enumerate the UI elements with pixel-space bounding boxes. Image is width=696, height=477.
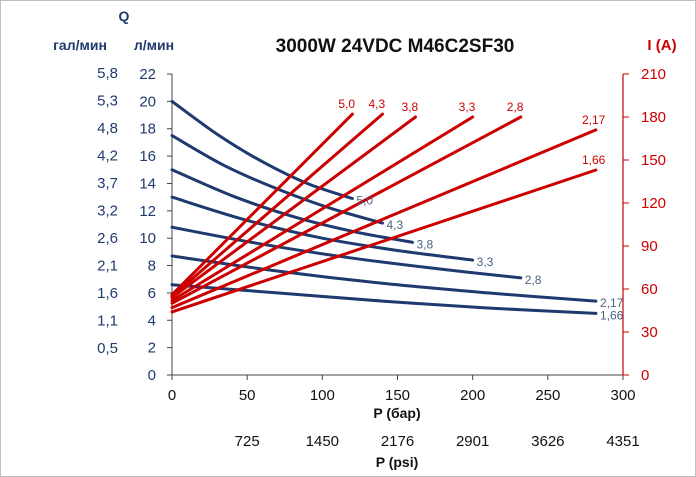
series-labels: 5,04,33,83,32,82,171,665,0 4,3 3,8 3,3 2,82,… [338,97,623,322]
left-tick-label-lpm: 6 [148,285,156,302]
left-tick-label-lpm: 8 [148,258,156,275]
left-axis-unit-gpm: гал/мин [53,37,107,53]
left-tick-label-gpm: 3,2 [97,203,118,220]
x2-axis-label: P (psi) [376,454,419,470]
left-tick-label-lpm: 22 [139,66,156,83]
flow-label: 2,17 [600,296,624,310]
x2-tick-label: 2176 [381,433,414,450]
flow-label: 1,66 [600,308,624,322]
left-tick-label-lpm: 0 [148,367,156,384]
current-label: 1,66 [582,153,606,167]
left-tick-label-gpm: 0,5 [97,340,118,357]
axes: 0 2 4 6 8 10 12 14 16 18 20 22 0,5 1,1 1,6 2,1 2,6 3,2 3,7… [97,65,666,450]
right-tick-label: 0 [641,367,649,384]
left-axis-header: Q [119,8,130,24]
right-tick-label: 30 [641,324,658,341]
left-tick-label-lpm: 18 [139,121,156,138]
x-tick-label: 100 [310,387,335,404]
right-tick-label: 180 [641,109,666,126]
x2-tick-label: 725 [235,433,260,450]
x-tick-label: 50 [239,387,256,404]
current-label: 2,8 [507,100,524,114]
left-axis-unit-lpm: л/мин [134,37,174,53]
flow-line-1,66 [170,283,598,315]
current-label: 3,8 [402,100,419,114]
left-tick-label-gpm: 5,3 [97,93,118,110]
left-tick-label-lpm: 10 [139,230,156,247]
right-axis-label: I (A) [647,37,676,54]
left-tick-label-lpm: 4 [148,312,156,329]
current-line-4,3 [170,112,384,298]
current-line-1,66 [170,168,598,314]
left-tick-label-gpm: 5,8 [97,65,118,82]
x-tick-label: 150 [385,387,410,404]
left-tick-label-gpm: 4,8 [97,120,118,137]
x2-tick-label: 3626 [531,433,564,450]
current-label: 2,17 [582,113,606,127]
left-tick-label-lpm: 16 [139,148,156,165]
flow-label: 2,8 [525,273,542,287]
current-label: 5,0 [338,97,355,111]
left-tick-label-lpm: 12 [139,203,156,220]
left-tick-label-gpm: 1,6 [97,285,118,302]
right-tick-label: 150 [641,152,666,169]
x-tick-label: 200 [460,387,485,404]
flow-line-3,8 [170,168,414,244]
current-line-5,0 [170,112,354,297]
flow-line-3,3 [170,195,475,262]
chart-title: 3000W 24VDC M46C2SF30 [276,36,515,57]
x2-tick-label: 2901 [456,433,489,450]
right-tick-label: 90 [641,238,658,255]
x2-tick-label: 1450 [306,433,339,450]
left-tick-label-lpm: 14 [139,175,156,192]
right-tick-label: 120 [641,195,666,212]
current-label: 3,3 [459,100,476,114]
left-tick-label-gpm: 2,1 [97,258,118,275]
flow-label: 4,3 [386,218,403,232]
flow-label: 3,3 [477,255,494,269]
left-tick-label-gpm: 2,6 [97,230,118,247]
left-tick-label-lpm: 20 [139,93,156,110]
flow-label: 5,0 [356,194,373,208]
flow-line-5,0 [170,99,354,200]
x-tick-label: 250 [535,387,560,404]
current-label: 4,3 [368,97,385,111]
x-tick-label: 0 [168,387,176,404]
current-line-2,8 [170,115,523,305]
left-tick-label-gpm: 1,1 [97,313,118,330]
current-line-2,17 [170,128,598,310]
left-tick-label-gpm: 4,2 [97,148,118,165]
right-tick-label: 210 [641,66,666,83]
left-tick-label-gpm: 3,7 [97,175,118,192]
current-line-3,8 [170,115,417,300]
current-lines [170,112,598,314]
current-line-3,3 [170,115,475,302]
x-tick-label: 300 [610,387,635,404]
x-axis-label: P (бар) [373,405,420,421]
right-tick-label: 60 [641,281,658,298]
x2-tick-label: 4351 [606,433,639,450]
flow-label: 3,8 [417,237,434,251]
left-tick-label-lpm: 2 [148,340,156,357]
